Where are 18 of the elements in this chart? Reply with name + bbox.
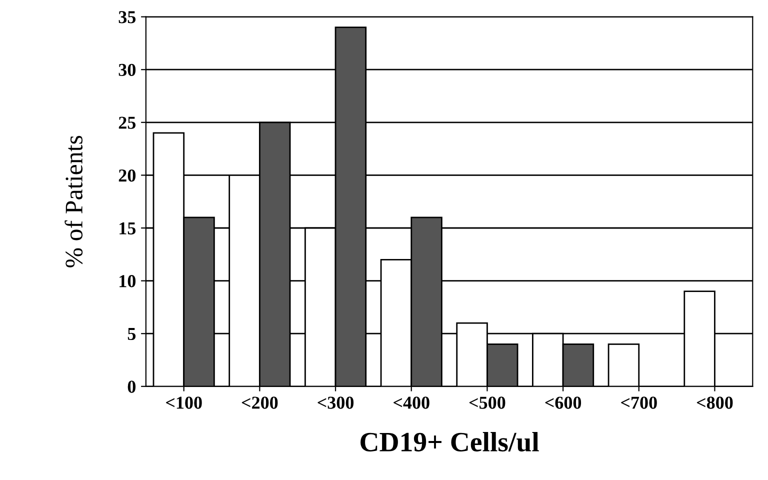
y-tick-label: 25 — [118, 116, 136, 129]
y-tick-label: 0 — [128, 380, 136, 393]
y-axis-title: % of Patients — [64, 136, 83, 268]
x-tick-label: <800 — [696, 396, 733, 409]
y-tick-label: 5 — [128, 328, 136, 340]
y-tick-label: 20 — [118, 169, 136, 182]
x-tick-label: <700 — [621, 396, 657, 409]
x-tick-label: <300 — [318, 396, 354, 409]
y-tick-label: 15 — [120, 222, 136, 234]
x-tick-label: <400 — [394, 396, 430, 409]
x-tick-label: <100 — [166, 396, 202, 409]
x-tick-label: <200 — [242, 396, 278, 409]
x-tick-label: <500 — [469, 396, 506, 409]
y-tick-label: 30 — [118, 64, 136, 76]
y-tick-label: 10 — [120, 275, 136, 288]
x-axis-title: CD19+ Cells/ul — [360, 432, 539, 452]
y-tick-label: 35 — [118, 11, 136, 24]
x-tick-label: <600 — [545, 396, 582, 409]
